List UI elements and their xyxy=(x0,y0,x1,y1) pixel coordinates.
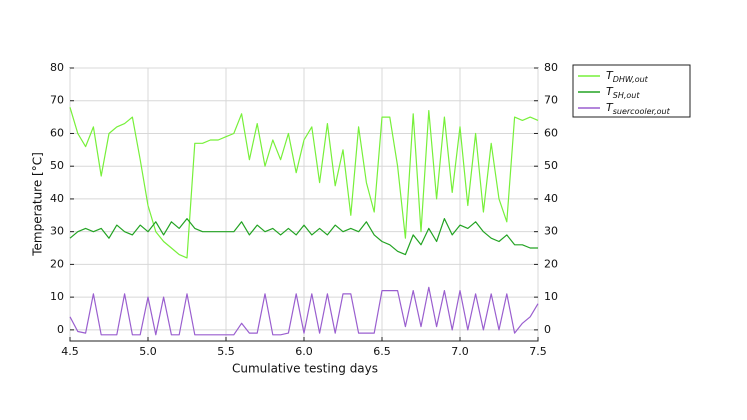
y2-tick-label: 10 xyxy=(544,290,558,303)
y2-tick-label: 40 xyxy=(544,192,558,205)
y2-tick-label: 50 xyxy=(544,159,558,172)
series-line xyxy=(69,107,539,259)
y2-tick-label: 20 xyxy=(544,257,558,270)
y-tick-label: 80 xyxy=(50,61,64,74)
y-tick-label: 0 xyxy=(57,323,64,336)
legend-label: Tsuercooler,out xyxy=(606,101,671,116)
y-tick-label: 70 xyxy=(50,94,64,107)
x-tick-label: 6.0 xyxy=(295,345,313,358)
legend-subscript: SH,out xyxy=(613,91,641,100)
y-tick-label: 50 xyxy=(50,159,64,172)
y-tick-label: 40 xyxy=(50,192,64,205)
series-line xyxy=(69,218,538,256)
x-tick-label: 7.5 xyxy=(529,345,547,358)
x-tick-label: 4.5 xyxy=(61,345,79,358)
legend-name: T xyxy=(606,85,614,98)
y-tick-label: 10 xyxy=(50,290,64,303)
x-tick-label: 6.5 xyxy=(373,345,391,358)
x-tick-label: 7.0 xyxy=(451,345,469,358)
y-tick-label: 20 xyxy=(50,257,64,270)
legend-subscript: DHW,out xyxy=(613,75,649,84)
y2-tick-label: 70 xyxy=(544,94,558,107)
legend-label: TSH,out xyxy=(606,85,640,100)
legend-label: TDHW,out xyxy=(606,69,649,84)
y-tick-label: 60 xyxy=(50,126,64,139)
legend-name: T xyxy=(606,69,614,82)
y-axis-label: Temperature [°C] xyxy=(31,152,45,257)
series-line xyxy=(69,286,539,336)
y2-tick-label: 80 xyxy=(544,61,558,74)
y2-tick-label: 60 xyxy=(544,126,558,139)
legend-name: T xyxy=(606,101,614,114)
x-tick-label: 5.0 xyxy=(139,345,157,358)
y2-tick-label: 30 xyxy=(544,225,558,238)
y-tick-label: 30 xyxy=(50,225,64,238)
x-tick-label: 5.5 xyxy=(217,345,235,358)
legend-subscript: suercooler,out xyxy=(613,107,671,116)
x-axis-label: Cumulative testing days xyxy=(232,362,378,376)
y2-tick-label: 0 xyxy=(544,323,551,336)
